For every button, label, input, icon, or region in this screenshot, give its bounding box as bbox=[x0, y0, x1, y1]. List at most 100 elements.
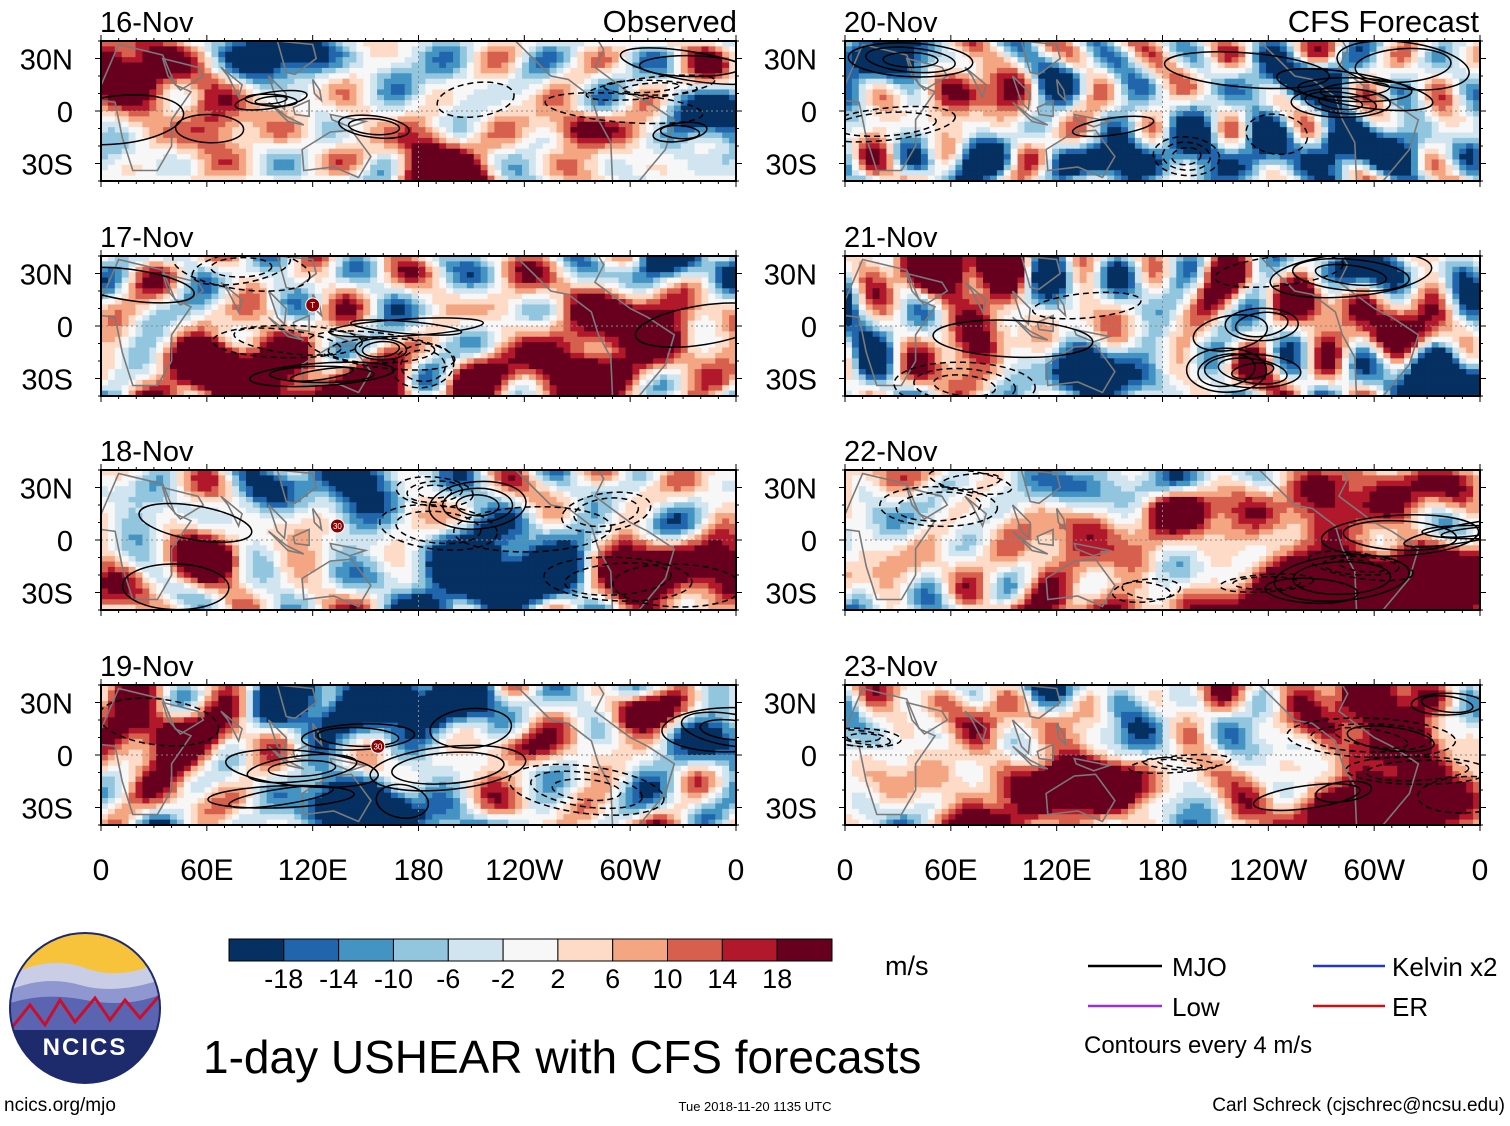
colorbar-swatch bbox=[229, 939, 284, 961]
y-tick-label: 30S bbox=[21, 579, 73, 611]
shear-field bbox=[826, 685, 1510, 826]
panel-date: 17-Nov bbox=[100, 222, 194, 254]
colorbar-label: -2 bbox=[491, 964, 515, 994]
low-legend-label: Low bbox=[1172, 992, 1220, 1022]
storm-marker-label: 30 bbox=[373, 742, 382, 751]
er-legend-label: ER bbox=[1392, 992, 1428, 1022]
y-tick-label: 0 bbox=[801, 97, 817, 129]
colorbar: -18 -14 -10 -6 -2 2 6 10 14 18 bbox=[229, 939, 832, 994]
panel-17-Nov: T 30N 0 30S 17-Nov bbox=[20, 222, 772, 402]
colorbar-swatch bbox=[284, 939, 339, 961]
y-tick-label: 0 bbox=[801, 526, 817, 558]
panel-22-Nov: 30N 0 30S 22-Nov bbox=[764, 436, 1510, 616]
x-tick-label: 60E bbox=[924, 854, 977, 887]
timestamp: Tue 2018-11-20 1135 UTC bbox=[679, 1099, 832, 1114]
x-tick-label: 60W bbox=[599, 854, 661, 887]
x-tick-label: 120W bbox=[485, 854, 564, 887]
y-tick-label: 30S bbox=[21, 794, 73, 826]
y-tick-label: 30S bbox=[765, 150, 817, 182]
colorbar-swatch bbox=[613, 939, 668, 961]
kelvin-legend-label: Kelvin x2 bbox=[1392, 952, 1498, 982]
x-tick-label: 0 bbox=[837, 854, 854, 887]
y-tick-label: 30N bbox=[20, 474, 73, 506]
colorbar-swatch bbox=[722, 939, 777, 961]
y-tick-label: 30N bbox=[764, 474, 817, 506]
y-tick-label: 30N bbox=[20, 689, 73, 721]
x-tick-label: 0 bbox=[1472, 854, 1489, 887]
y-tick-label: 30S bbox=[21, 150, 73, 182]
colorbar-label: -6 bbox=[436, 964, 460, 994]
colorbar-label: 18 bbox=[762, 964, 792, 994]
x-tick-label: 120E bbox=[1022, 854, 1092, 887]
x-tick-label: 60E bbox=[180, 854, 233, 887]
colorbar-label: 6 bbox=[605, 964, 620, 994]
website-link[interactable]: ncics.org/mjo bbox=[4, 1095, 116, 1116]
colorbar-swatch bbox=[668, 939, 723, 961]
colorbar-label: -10 bbox=[374, 964, 413, 994]
contour-legend: MJO Kelvin x2 Low ER Contours every 4 m/… bbox=[1084, 952, 1498, 1059]
y-tick-label: 30N bbox=[20, 260, 73, 292]
storm-marker-0: 30 bbox=[371, 739, 385, 753]
y-tick-label: 0 bbox=[801, 312, 817, 344]
units-label: m/s bbox=[885, 951, 929, 981]
y-tick-label: 0 bbox=[57, 526, 73, 558]
panel-21-Nov: 30N 0 30S 21-Nov bbox=[764, 222, 1486, 411]
shear-field bbox=[67, 236, 772, 397]
x-tick-label: 0 bbox=[93, 854, 110, 887]
y-tick-label: 30N bbox=[764, 689, 817, 721]
shear-field bbox=[98, 470, 743, 611]
colorbar-swatch bbox=[777, 939, 832, 961]
x-tick-label: 120E bbox=[278, 854, 348, 887]
shear-field bbox=[96, 685, 798, 826]
colorbar-label: 2 bbox=[550, 964, 565, 994]
shear-field bbox=[842, 464, 1510, 610]
mjo-legend-label: MJO bbox=[1172, 952, 1227, 982]
panel-date: 16-Nov bbox=[100, 7, 194, 39]
observed-header: Observed bbox=[603, 4, 737, 39]
colorbar-label: 10 bbox=[652, 964, 682, 994]
storm-marker-label: T bbox=[310, 301, 315, 310]
y-tick-label: 0 bbox=[57, 312, 73, 344]
colorbar-label: -14 bbox=[319, 964, 358, 994]
panel-18-Nov: 30 30N 0 30S 18-Nov bbox=[20, 436, 743, 616]
colorbar-swatch bbox=[394, 939, 449, 961]
shear-field bbox=[842, 246, 1481, 411]
colorbar-label: 14 bbox=[707, 964, 737, 994]
y-tick-label: 0 bbox=[801, 741, 817, 773]
logo-text: NCICS bbox=[43, 1034, 128, 1061]
contour-note: Contours every 4 m/s bbox=[1084, 1032, 1312, 1059]
panel-date: 19-Nov bbox=[100, 651, 194, 683]
panel-date: 22-Nov bbox=[844, 436, 938, 468]
author-credit: Carl Schreck (cjschrec@ncsu.edu) bbox=[1212, 1095, 1505, 1116]
panel-date: 18-Nov bbox=[100, 436, 194, 468]
x-tick-label: 0 bbox=[728, 854, 745, 887]
y-tick-label: 30N bbox=[764, 260, 817, 292]
panel-date: 20-Nov bbox=[844, 7, 938, 39]
colorbar-swatch bbox=[503, 939, 558, 961]
storm-marker-0: 30 bbox=[330, 519, 344, 533]
ncics-logo: NCICS bbox=[10, 932, 160, 1084]
y-tick-label: 0 bbox=[57, 741, 73, 773]
y-tick-label: 30S bbox=[21, 365, 73, 397]
y-tick-label: 30N bbox=[764, 45, 817, 77]
y-tick-label: 30S bbox=[765, 579, 817, 611]
x-tick-label: 120W bbox=[1229, 854, 1308, 887]
panel-date: 21-Nov bbox=[844, 222, 938, 254]
colorbar-swatch bbox=[558, 939, 613, 961]
x-tick-label: 180 bbox=[1137, 854, 1187, 887]
colorbar-swatch bbox=[448, 939, 503, 961]
colorbar-swatch bbox=[339, 939, 394, 961]
y-tick-label: 30S bbox=[765, 794, 817, 826]
colorbar-label: -18 bbox=[264, 964, 303, 994]
shear-field bbox=[50, 41, 763, 182]
x-tick-label: 60W bbox=[1343, 854, 1405, 887]
y-tick-label: 30N bbox=[20, 45, 73, 77]
panel-date: 23-Nov bbox=[844, 651, 938, 683]
figure-title: 1-day USHEAR with CFS forecasts bbox=[203, 1031, 921, 1083]
y-tick-label: 30S bbox=[765, 365, 817, 397]
storm-marker-0: T bbox=[306, 298, 320, 312]
forecast-header: CFS Forecast bbox=[1288, 4, 1480, 39]
y-tick-label: 0 bbox=[57, 97, 73, 129]
x-tick-label: 180 bbox=[393, 854, 443, 887]
